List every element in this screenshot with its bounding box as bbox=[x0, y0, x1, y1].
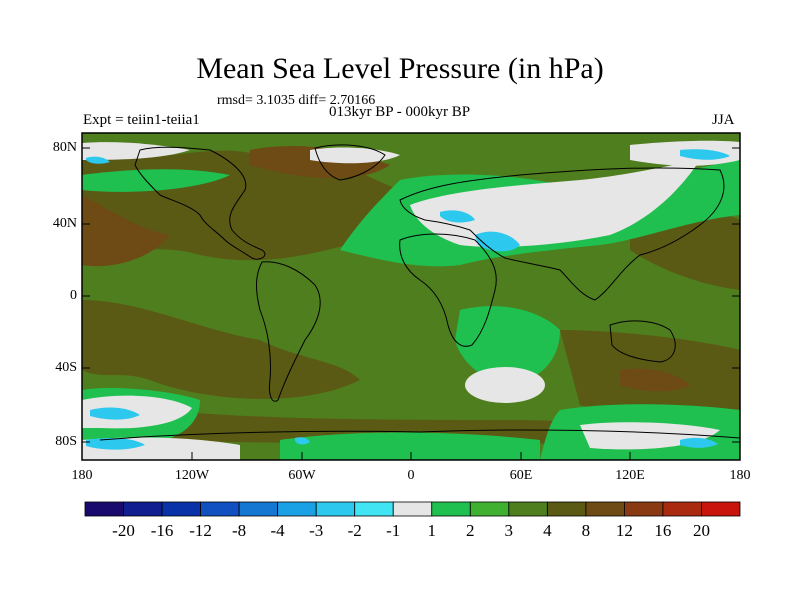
field-bering-negative bbox=[86, 156, 110, 164]
field-siberia-negative bbox=[680, 149, 730, 160]
colorbar-label: 4 bbox=[543, 521, 552, 540]
field-southern-pacific-negative bbox=[90, 407, 140, 420]
x-tick-label-0: 0 bbox=[407, 468, 415, 483]
season-label: JJA bbox=[712, 112, 735, 128]
colorbar-label: -3 bbox=[309, 521, 324, 540]
x-tick-label-180e: 180 bbox=[729, 468, 751, 483]
experiment-label: Expt = teiin1-teiia1 bbox=[83, 112, 200, 128]
y-tick-label-40S: 40S bbox=[55, 360, 77, 375]
y-tick-label-0: 0 bbox=[70, 288, 77, 303]
colorbar-label: -12 bbox=[189, 521, 212, 540]
colorbar-swatch-4 bbox=[238, 501, 279, 517]
field-weddell-negative bbox=[295, 437, 310, 445]
greenland-outline bbox=[314, 144, 386, 181]
x-tick-label-60W: 60W bbox=[288, 468, 316, 483]
x-tick-label-120W: 120W bbox=[174, 468, 210, 483]
field-antarctic-east-negative bbox=[680, 437, 718, 448]
antarctica-outline bbox=[99, 429, 740, 441]
colorbar-label: 1 bbox=[427, 521, 437, 540]
colorbar-swatch-16 bbox=[701, 501, 741, 517]
colorbar-swatch-8 bbox=[392, 501, 433, 517]
colorbar-swatch-11 bbox=[508, 501, 548, 517]
colorbar-swatch-1 bbox=[123, 501, 163, 517]
y-tick-label-80S: 80S bbox=[55, 434, 77, 449]
colorbar-label: 20 bbox=[693, 521, 710, 540]
colorbar bbox=[84, 501, 741, 517]
colorbar-label: -2 bbox=[347, 521, 362, 540]
south-america-outline bbox=[256, 261, 321, 402]
colorbar-swatch-6 bbox=[315, 501, 356, 517]
x-tick-label-180w: 180 bbox=[71, 468, 93, 483]
x-tick-label-60E: 60E bbox=[509, 468, 533, 483]
africa-outline bbox=[399, 233, 497, 347]
field-eurasia-neutral bbox=[410, 160, 700, 247]
australia-outline bbox=[609, 320, 676, 363]
field-southern-pacific-neutral bbox=[82, 395, 192, 429]
colorbar-swatch-2 bbox=[161, 501, 201, 517]
continent-outlines bbox=[99, 144, 740, 441]
colorbar-swatch-0 bbox=[84, 501, 124, 517]
colorbar-swatch-9 bbox=[431, 501, 471, 517]
colorbar-label: -4 bbox=[270, 521, 285, 540]
period-label: 013kyr BP - 000kyr BP bbox=[329, 104, 471, 120]
colorbar-label: -8 bbox=[232, 521, 247, 540]
map-title: Mean Sea Level Pressure (in hPa) bbox=[196, 52, 604, 85]
colorbar-swatch-7 bbox=[354, 501, 394, 517]
y-tick-label-40N: 40N bbox=[52, 216, 77, 231]
x-tick-label-120E: 120E bbox=[615, 468, 645, 483]
colorbar-swatch-5 bbox=[277, 501, 317, 517]
colorbar-label: 3 bbox=[504, 521, 514, 540]
x-tick-marks bbox=[81, 452, 741, 460]
field-arctic-green bbox=[82, 169, 230, 192]
y-tick-label-80N: 80N bbox=[52, 140, 77, 155]
colorbar-label: 8 bbox=[581, 521, 591, 540]
eurasia-outline bbox=[399, 167, 725, 301]
colorbar-label: 2 bbox=[466, 521, 475, 540]
field-antarctic-green-west bbox=[280, 432, 540, 460]
colorbar-swatch-12 bbox=[546, 501, 587, 517]
map-field bbox=[82, 133, 740, 460]
field-ross-negative bbox=[86, 437, 145, 450]
y-tick-marks bbox=[82, 147, 740, 443]
colorbar-label: -20 bbox=[112, 521, 135, 540]
colorbar-label: 12 bbox=[615, 521, 633, 540]
field-mediterranean-negative bbox=[440, 210, 475, 223]
colorbar-swatch-10 bbox=[469, 501, 510, 517]
stats-line: rmsd= 3.1035 diff= 2.70166 bbox=[217, 93, 376, 108]
field-indian-core bbox=[620, 368, 690, 392]
colorbar-swatch-15 bbox=[662, 501, 702, 517]
colorbar-swatch-14 bbox=[624, 501, 664, 517]
field-south-pacific-high bbox=[82, 300, 360, 399]
colorbar-swatch-3 bbox=[200, 501, 240, 517]
field-south-atlantic-green bbox=[455, 306, 560, 385]
colorbar-swatch-13 bbox=[585, 501, 625, 517]
field-south-atlantic-neutral bbox=[465, 367, 545, 403]
field-arabia-negative bbox=[475, 231, 520, 252]
colorbar-label: -16 bbox=[150, 521, 174, 540]
colorbar-label: 16 bbox=[654, 521, 672, 540]
colorbar-label: -1 bbox=[386, 521, 401, 540]
field-alaska-neutral bbox=[82, 142, 190, 160]
field-north-pacific-core bbox=[82, 195, 170, 267]
north-america-outline bbox=[134, 146, 266, 260]
